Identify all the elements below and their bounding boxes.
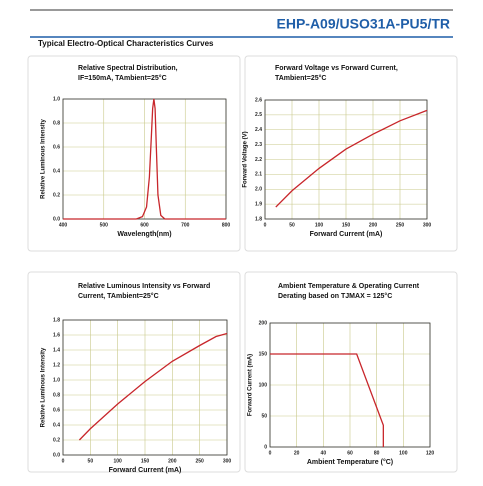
x-axis-label: Ambient Temperature (°C) [307, 458, 393, 466]
doc-title: EHP-A09/USO31A-PU5/TR [277, 16, 451, 32]
y-tick-label: 0.8 [53, 120, 60, 126]
y-tick-label: 1.4 [53, 347, 60, 353]
x-tick-label: 150 [342, 222, 351, 228]
chart-subtitle: Derating based on TJMAX = 125°C [278, 292, 392, 300]
y-tick-label: 0.0 [53, 452, 60, 458]
x-tick-label: 150 [141, 458, 150, 464]
y-tick-label: 0 [264, 444, 267, 450]
x-tick-label: 250 [396, 222, 405, 228]
y-tick-label: 1.8 [53, 317, 60, 323]
y-tick-label: 1.8 [255, 216, 262, 222]
x-tick-label: 50 [88, 458, 94, 464]
x-tick-label: 60 [347, 450, 353, 456]
x-tick-label: 100 [315, 222, 324, 228]
panel [27, 271, 241, 473]
data-line [270, 353, 384, 447]
x-tick-label: 400 [59, 222, 68, 228]
y-tick-label: 0.0 [53, 216, 60, 222]
x-tick-label: 0 [269, 450, 272, 456]
y-tick-label: 0.6 [53, 144, 60, 150]
chart-title: Relative Luminous Intensity vs Forward [78, 283, 210, 290]
y-tick-label: 0.4 [53, 422, 60, 428]
x-tick-label: 0 [264, 222, 267, 228]
chart-subtitle: TAmbient=25°C [275, 74, 327, 82]
panel [244, 271, 458, 473]
panel [244, 55, 458, 252]
y-tick-label: 2.5 [255, 112, 262, 118]
x-tick-label: 200 [168, 458, 177, 464]
y-tick-label: 0.2 [53, 437, 60, 443]
x-axis-label: Wavelength(nm) [117, 231, 171, 238]
section-title: Typical Electro-Optical Characteristics … [38, 39, 214, 48]
x-tick-label: 120 [426, 450, 435, 456]
data-line [78, 332, 228, 441]
chart-title: Ambient Temperature & Operating Current [278, 283, 420, 290]
chart-subtitle: Current, TAmbient=25°C [78, 292, 159, 300]
x-tick-label: 100 [113, 458, 122, 464]
x-tick-label: 250 [195, 458, 204, 464]
x-tick-label: 700 [181, 222, 190, 228]
chart-title: Forward Voltage vs Forward Current, [275, 65, 398, 72]
y-tick-label: 1.2 [53, 362, 60, 368]
y-axis-label: Forward Voltage (V) [243, 131, 249, 187]
y-tick-label: 1.6 [53, 332, 60, 338]
x-tick-label: 100 [399, 450, 408, 456]
y-tick-label: 2.6 [255, 97, 262, 103]
plot-frame [62, 319, 228, 456]
x-tick-label: 500 [100, 222, 109, 228]
y-tick-label: 2.1 [255, 172, 262, 178]
x-tick-label: 80 [374, 450, 380, 456]
x-tick-label: 600 [140, 222, 149, 228]
data-line [275, 109, 428, 208]
plot-frame [269, 322, 431, 448]
x-tick-label: 50 [289, 222, 295, 228]
y-tick-label: 2.3 [255, 142, 262, 148]
y-tick-label: 1.9 [255, 201, 262, 207]
x-tick-label: 20 [294, 450, 300, 456]
chart-title: Relative Spectral Distribution, [78, 65, 178, 72]
y-tick-label: 200 [259, 320, 268, 326]
x-tick-label: 300 [423, 222, 432, 228]
data-line [63, 98, 226, 220]
y-tick-label: 1.0 [53, 96, 60, 102]
x-tick-label: 0 [62, 458, 65, 464]
x-axis-label: Forward Current (mA) [109, 467, 182, 474]
y-tick-label: 100 [259, 382, 268, 388]
x-tick-label: 200 [369, 222, 378, 228]
x-tick-label: 800 [222, 222, 231, 228]
y-tick-label: 2.4 [255, 127, 262, 133]
x-axis-label: Forward Current (mA) [310, 231, 383, 238]
y-axis-label: Relative Luminous Intensity [41, 118, 47, 198]
y-axis-label: Forward Current (mA) [248, 354, 254, 416]
plot-frame [264, 99, 428, 220]
y-tick-label: 2.2 [255, 157, 262, 163]
y-tick-label: 2.0 [255, 187, 262, 193]
y-tick-label: 0.8 [53, 392, 60, 398]
y-tick-label: 0.6 [53, 407, 60, 413]
panel [27, 55, 241, 252]
x-tick-label: 40 [321, 450, 327, 456]
x-tick-label: 300 [223, 458, 232, 464]
y-tick-label: 150 [259, 351, 268, 357]
y-tick-label: 0.4 [53, 168, 60, 174]
plot-frame [62, 98, 227, 220]
y-tick-label: 50 [261, 413, 267, 419]
chart-subtitle: IF=150mA, TAmbient=25°C [78, 74, 167, 82]
y-tick-label: 1.0 [53, 377, 60, 383]
y-axis-label: Relative Luminous Intensity [41, 347, 47, 427]
y-tick-label: 0.2 [53, 192, 60, 198]
